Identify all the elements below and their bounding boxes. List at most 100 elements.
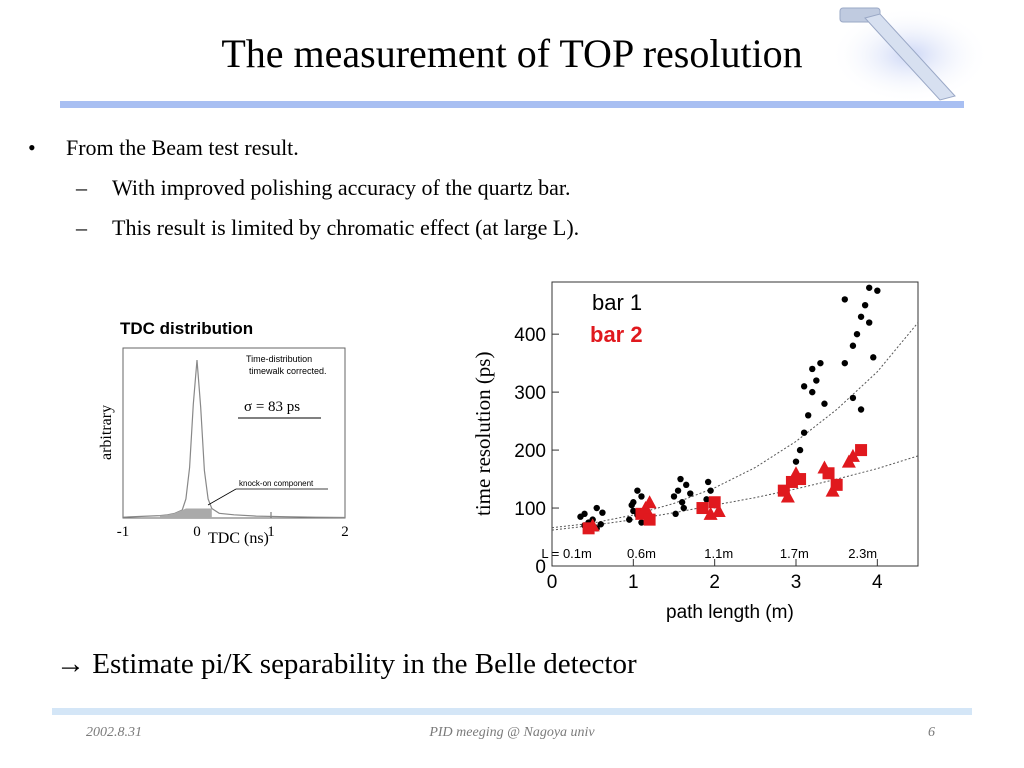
sigma-annotation: σ = 83 ps bbox=[244, 399, 300, 415]
x-tick-label: 2 bbox=[341, 524, 349, 540]
x-tick-label: 2 bbox=[709, 572, 720, 593]
slide-title: The measurement of TOP resolution bbox=[221, 31, 803, 76]
data-point-bar1 bbox=[628, 501, 635, 509]
data-point-bar2 bbox=[822, 467, 835, 480]
data-point-bar2 bbox=[585, 518, 600, 532]
data-point-bar1 bbox=[599, 509, 606, 516]
data-point-bar1 bbox=[866, 284, 873, 291]
x-tick-label: 0 bbox=[193, 524, 201, 540]
footer-date: 2002.8.31 bbox=[86, 725, 142, 740]
data-point-bar1 bbox=[800, 383, 808, 390]
data-point-bar1 bbox=[813, 377, 820, 384]
path-length-label: 1.1m bbox=[704, 546, 733, 561]
footer-center: PID meeging @ Nagoya univ bbox=[429, 725, 595, 740]
annotation: timewalk corrected. bbox=[249, 366, 327, 376]
data-point-bar1 bbox=[857, 406, 865, 413]
data-point-bar1 bbox=[687, 490, 694, 497]
data-point-bar2 bbox=[643, 513, 656, 526]
y-axis-label: time resolution (ps) bbox=[471, 352, 495, 516]
data-point-bar2 bbox=[830, 478, 843, 491]
path-length-label: 1.7m bbox=[780, 546, 809, 561]
data-point-bar1 bbox=[796, 446, 804, 454]
dash-mark: – bbox=[76, 175, 87, 200]
data-point-bar1 bbox=[866, 319, 873, 326]
path-length-label: 0.6m bbox=[627, 546, 656, 561]
x-axis-label: TDC (ns) bbox=[208, 530, 269, 547]
quartz-bar-icon bbox=[830, 7, 990, 103]
y-tick-label: 200 bbox=[514, 441, 546, 462]
data-point-bar1 bbox=[703, 496, 710, 503]
data-point-bar1 bbox=[849, 342, 857, 349]
x-axis-label: path length (m) bbox=[666, 602, 794, 623]
x-tick-label: 4 bbox=[872, 572, 883, 593]
tdc-chart: TDC distribution -1 0 1 2 Time-distribution… bbox=[98, 319, 349, 547]
data-point-bar1 bbox=[849, 394, 857, 402]
chart-title: TDC distribution bbox=[120, 319, 253, 338]
sub-bullet-text: With improved polishing accuracy of the … bbox=[112, 175, 571, 200]
annotation-pointer bbox=[207, 488, 237, 506]
sub-bullet-text: This result is limited by chromatic effe… bbox=[112, 215, 580, 240]
data-point-bar2 bbox=[696, 502, 709, 515]
plot-frame bbox=[551, 281, 919, 567]
data-point-bar1 bbox=[670, 493, 678, 500]
title-rule bbox=[60, 101, 964, 108]
data-point-bar1 bbox=[672, 510, 679, 518]
bullet-item: • From the Beam test result. bbox=[28, 128, 579, 168]
x-tick-label: 3 bbox=[791, 572, 802, 593]
data-point-bar2 bbox=[780, 489, 795, 503]
y-axis-label: arbitrary bbox=[98, 405, 115, 460]
legend-bar2: bar 2 bbox=[590, 322, 643, 347]
data-point-bar1 bbox=[677, 475, 684, 483]
data-point-bar1 bbox=[634, 487, 641, 494]
tdc-curve bbox=[122, 359, 346, 519]
data-point-bar1 bbox=[857, 313, 865, 320]
annotation: Time-distribution bbox=[246, 354, 312, 364]
y-tick-label: 300 bbox=[514, 383, 546, 404]
y-tick-label: 0 bbox=[535, 557, 546, 578]
data-point-bar1 bbox=[809, 388, 816, 396]
resolution-chart: 0 1 2 3 4 0 100 200 300 400 bar 1 bar 2 L = 0.1m 0… bbox=[471, 281, 919, 623]
data-point-bar1 bbox=[841, 296, 848, 303]
data-point-bar1 bbox=[674, 487, 682, 494]
x-tick-label: -1 bbox=[117, 524, 130, 540]
plot-frame bbox=[122, 347, 346, 519]
bullet-mark: • bbox=[28, 135, 36, 160]
data-point-bar1 bbox=[704, 478, 712, 486]
sub-bullet-item: – This result is limited by chromatic ef… bbox=[28, 208, 579, 248]
data-point-bar1 bbox=[841, 359, 848, 367]
data-point-bar1 bbox=[680, 504, 687, 512]
data-point-bar1 bbox=[792, 458, 800, 465]
data-point-bar1 bbox=[683, 481, 690, 489]
data-point-bar1 bbox=[593, 504, 600, 512]
data-point-bar1 bbox=[821, 400, 828, 407]
data-point-bar2 bbox=[855, 444, 868, 457]
data-point-bar1 bbox=[853, 330, 861, 338]
data-point-bar2 bbox=[642, 495, 657, 509]
path-length-label: 2.3m bbox=[848, 546, 877, 561]
data-point-bar1 bbox=[638, 519, 645, 526]
bullet-list: • From the Beam test result. – With impr… bbox=[28, 128, 579, 248]
y-tick-label: 400 bbox=[514, 325, 546, 346]
data-point-bar2 bbox=[794, 473, 807, 486]
knock-on-fill bbox=[160, 508, 212, 518]
arrow-icon: → bbox=[56, 648, 85, 680]
estimate-line: → Estimate pi/K separability in the Bell… bbox=[56, 648, 637, 681]
x-tick-label: 1 bbox=[628, 572, 639, 593]
fit-curve-bar2 bbox=[551, 455, 919, 531]
legend-bar1: bar 1 bbox=[592, 290, 642, 315]
data-point-bar1 bbox=[597, 521, 604, 528]
data-point-bar1 bbox=[870, 354, 877, 361]
x-tick-label: 0 bbox=[547, 572, 558, 593]
data-point-bar1 bbox=[678, 499, 686, 506]
dash-mark: – bbox=[76, 215, 87, 240]
estimate-text: Estimate pi/K separability in the Belle … bbox=[92, 648, 637, 680]
data-point-bar1 bbox=[707, 487, 714, 494]
data-point-bar2 bbox=[708, 496, 721, 509]
data-point-bar2 bbox=[841, 454, 856, 468]
footer-rule bbox=[52, 708, 972, 715]
bullet-text: From the Beam test result. bbox=[66, 135, 299, 160]
y-tick-label: 100 bbox=[514, 499, 546, 520]
path-length-label: L = 0.1m bbox=[541, 546, 591, 561]
data-point-bar1 bbox=[638, 493, 645, 500]
annotation: knock-on component bbox=[239, 479, 314, 488]
